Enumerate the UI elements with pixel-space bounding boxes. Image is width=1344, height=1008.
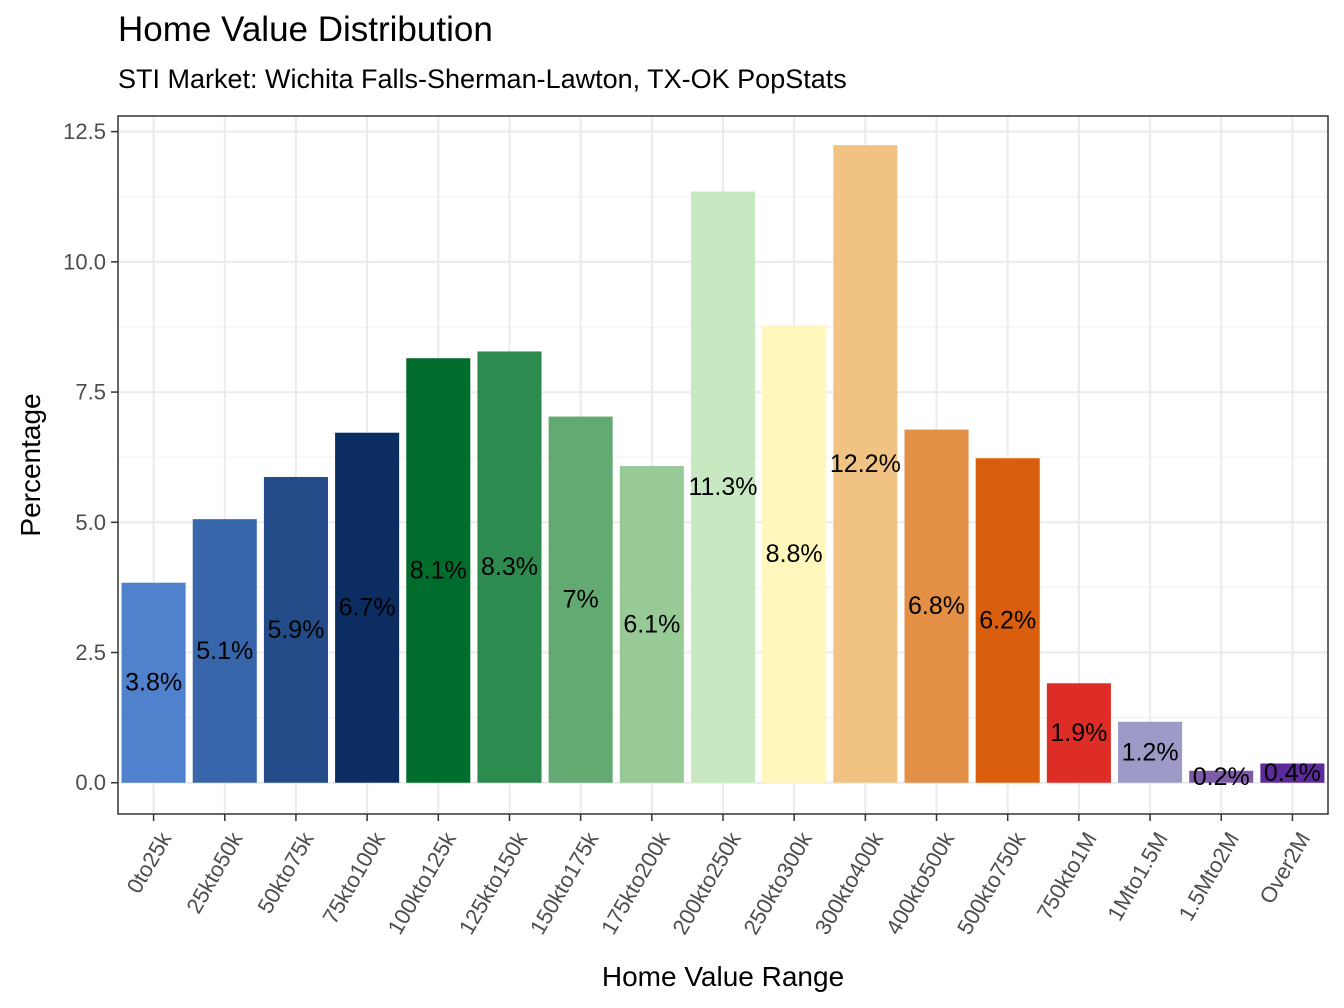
bars-group (121, 145, 1325, 783)
value-label-1Mto1.5M: 1.2% (1122, 738, 1179, 766)
bar-400kto500k (904, 429, 969, 783)
bar-200kto250k (690, 191, 756, 783)
bar-1.5Mto2M (1189, 770, 1254, 783)
x-tick-label: 75kto100k (318, 827, 391, 928)
value-label-250kto300k: 8.8% (766, 540, 823, 568)
bar-250kto300k (762, 325, 827, 783)
x-tick-label: 300kto400k (810, 827, 889, 939)
value-label-400kto500k: 6.8% (908, 592, 965, 620)
value-label-200kto250k: 11.3% (688, 473, 757, 501)
x-tick-label: 175kto200k (596, 827, 675, 939)
chart-title: Home Value Distribution (118, 10, 493, 49)
value-label-125kto150k: 8.3% (481, 553, 538, 581)
y-tick-label: 5.0 (75, 510, 106, 535)
y-axis-title: Percentage (15, 393, 46, 536)
y-axis: 0.0 2.5 5.0 7.5 10.0 12.5 (63, 119, 118, 795)
bar-100kto125k (406, 358, 471, 783)
x-tick-label: Over2M (1254, 828, 1315, 908)
x-tick-label: 200kto250k (667, 827, 746, 939)
value-label-300kto400k: 12.2% (830, 450, 901, 478)
bar-Over2M (1260, 763, 1325, 783)
value-label-1.5Mto2M: 0.2% (1193, 763, 1250, 791)
bar-75kto100k (335, 432, 400, 783)
value-labels-group: 3.8% 5.1% 5.9% 6.7% 8.1% 8.3% 7% 6.1% 11.3% 8.8% 1… (125, 450, 1321, 791)
bar-175kto200k (619, 466, 684, 783)
bar-750kto1M (1046, 683, 1111, 783)
bar-1Mto1.5M (1118, 721, 1183, 783)
x-axis: 0to25k 25kto50k 50kto75k75kto100k100kto125… (122, 814, 1315, 939)
bar-0to25k (121, 582, 186, 783)
value-label-500kto750k: 6.2% (979, 606, 1036, 634)
value-label-75kto100k: 6.7% (339, 594, 396, 622)
value-label-0to25k: 3.8% (125, 669, 182, 697)
x-axis-title: Home Value Range (602, 961, 844, 992)
value-label-100kto125k: 8.1% (410, 556, 467, 584)
y-tick-label: 2.5 (75, 640, 106, 665)
x-tick-label: 750kto1M (1032, 828, 1102, 924)
y-tick-label: 10.0 (63, 249, 106, 274)
bar-150kto175k (548, 416, 613, 783)
x-tick-label: 150kto175k (525, 827, 604, 939)
x-tick-label: 400kto500k (881, 827, 960, 939)
y-tick-label: 0.0 (75, 770, 106, 795)
value-label-175kto200k: 6.1% (623, 610, 680, 638)
bar-50kto75k (263, 476, 328, 783)
x-tick-label: 100kto125k (383, 827, 462, 939)
x-tick-label: 25kto50k (181, 827, 248, 918)
y-tick-label: 12.5 (63, 119, 106, 144)
chart-subtitle: STI Market: Wichita Falls-Sherman-Lawton… (118, 64, 847, 94)
value-label-50kto75k: 5.9% (267, 616, 324, 644)
x-tick-label: 50kto75k (252, 827, 319, 918)
x-tick-label: 0to25k (122, 827, 177, 898)
x-tick-label: 1Mto1.5M (1102, 828, 1173, 925)
value-label-Over2M: 0.4% (1264, 759, 1321, 787)
value-label-150kto175k: 7% (563, 586, 599, 614)
bar-500kto750k (975, 458, 1040, 783)
y-tick-label: 7.5 (75, 380, 106, 405)
x-tick-label: 125kto150k (454, 827, 533, 939)
bar-300kto400k (833, 145, 898, 783)
value-label-750kto1M: 1.9% (1050, 719, 1107, 747)
x-tick-label: 500kto750k (952, 827, 1031, 939)
bar-25kto50k (192, 519, 257, 783)
value-label-25kto50k: 5.1% (196, 637, 253, 665)
bar-125kto150k (477, 351, 542, 783)
x-tick-label: 250kto300k (738, 827, 817, 939)
x-tick-label: 1.5Mto2M (1173, 828, 1244, 925)
